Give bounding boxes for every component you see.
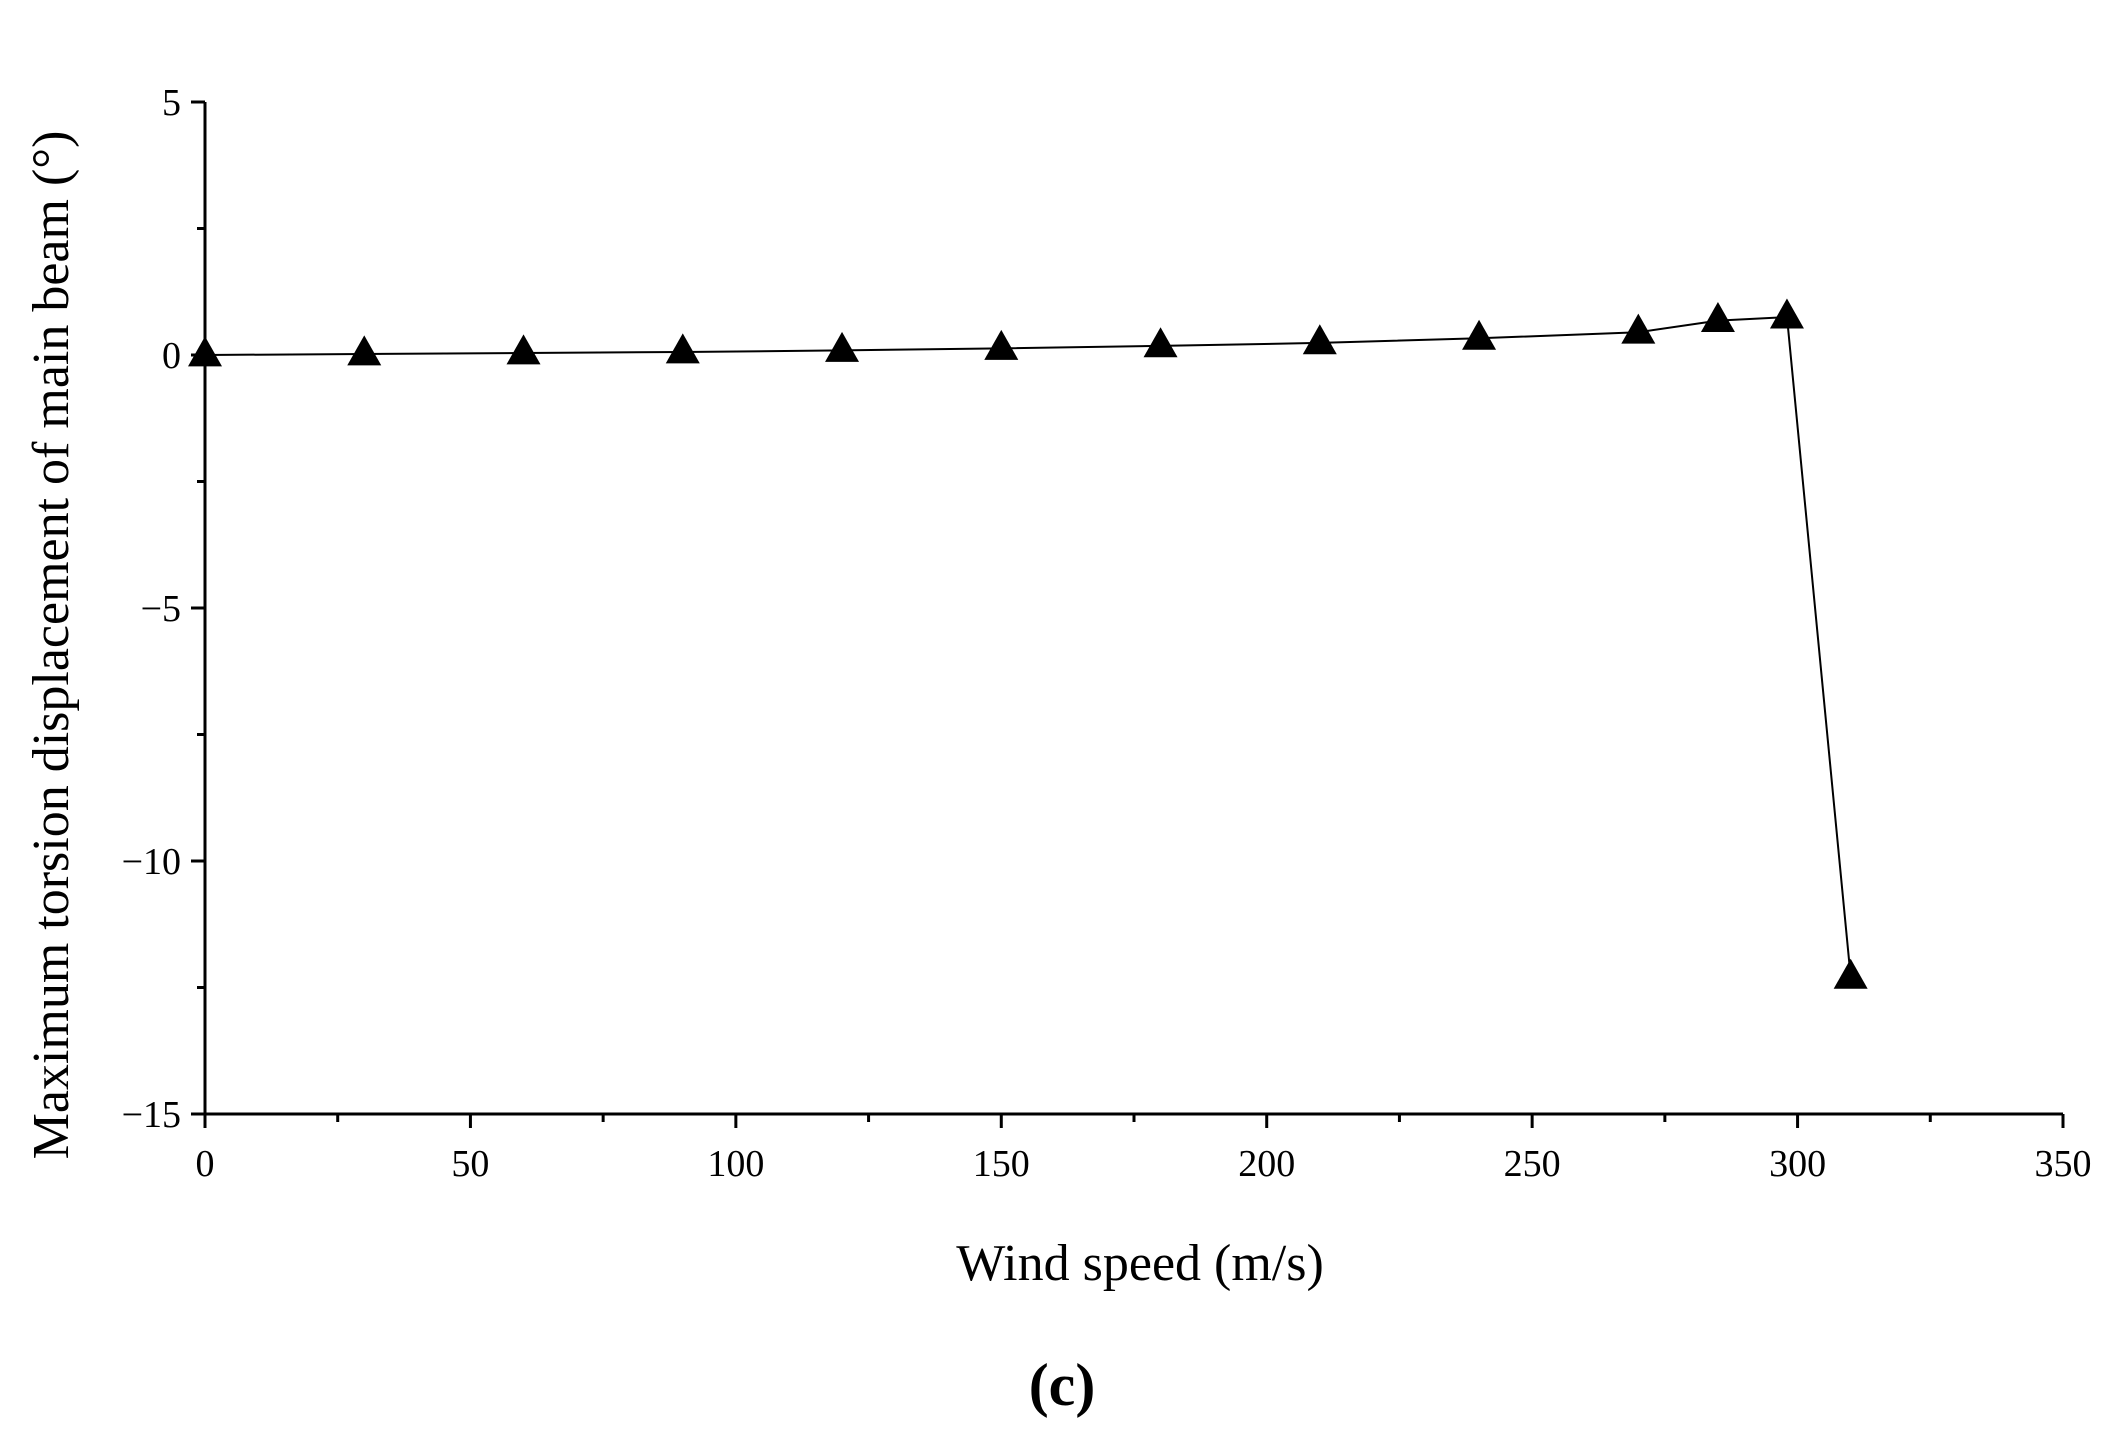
data-point	[1700, 301, 1735, 332]
data-point	[506, 334, 541, 365]
x-tick-label: 150	[973, 1143, 1030, 1185]
x-tick-label: 50	[451, 1143, 489, 1185]
x-tick-label: 0	[196, 1143, 215, 1185]
series-line	[204, 316, 1852, 978]
y-tick-label: −5	[141, 588, 181, 630]
y-axis-label: Maximum torsion displacement of main bea…	[23, 131, 80, 1160]
data-point	[665, 333, 700, 364]
x-tick-label: 250	[1504, 1143, 1561, 1185]
data-point	[1462, 319, 1497, 350]
x-tick-label: 300	[1769, 1143, 1826, 1185]
data-point	[1302, 324, 1337, 355]
data-point	[1769, 298, 1804, 329]
data-point	[984, 329, 1019, 360]
data-point	[1833, 958, 1868, 989]
data-point	[188, 336, 222, 367]
y-tick-label: −10	[122, 841, 181, 883]
panel-label: (c)	[1029, 1352, 1096, 1418]
data-point	[825, 331, 860, 362]
series	[188, 298, 1868, 989]
x-tick-label: 200	[1238, 1143, 1295, 1185]
x-axis-label: Wind speed (m/s)	[956, 1235, 1324, 1292]
y-tick-label: 0	[162, 335, 181, 377]
data-point	[1621, 313, 1656, 344]
ticks: 0 50 100 150 200 250 300 350 −15 −10 −5 0 5	[122, 82, 2092, 1185]
y-tick-label: 5	[162, 82, 181, 124]
x-tick-label: 100	[707, 1143, 764, 1185]
x-tick-label: 350	[2035, 1143, 2092, 1185]
axes	[203, 102, 2063, 1116]
data-point	[1143, 327, 1178, 358]
y-tick-label: −15	[122, 1094, 181, 1136]
data-point	[347, 335, 382, 366]
